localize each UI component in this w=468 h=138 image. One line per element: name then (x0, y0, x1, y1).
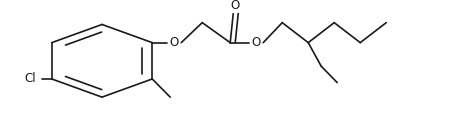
Text: O: O (252, 36, 261, 49)
Text: Cl: Cl (24, 72, 36, 85)
Text: O: O (169, 36, 179, 49)
Text: O: O (231, 0, 240, 12)
